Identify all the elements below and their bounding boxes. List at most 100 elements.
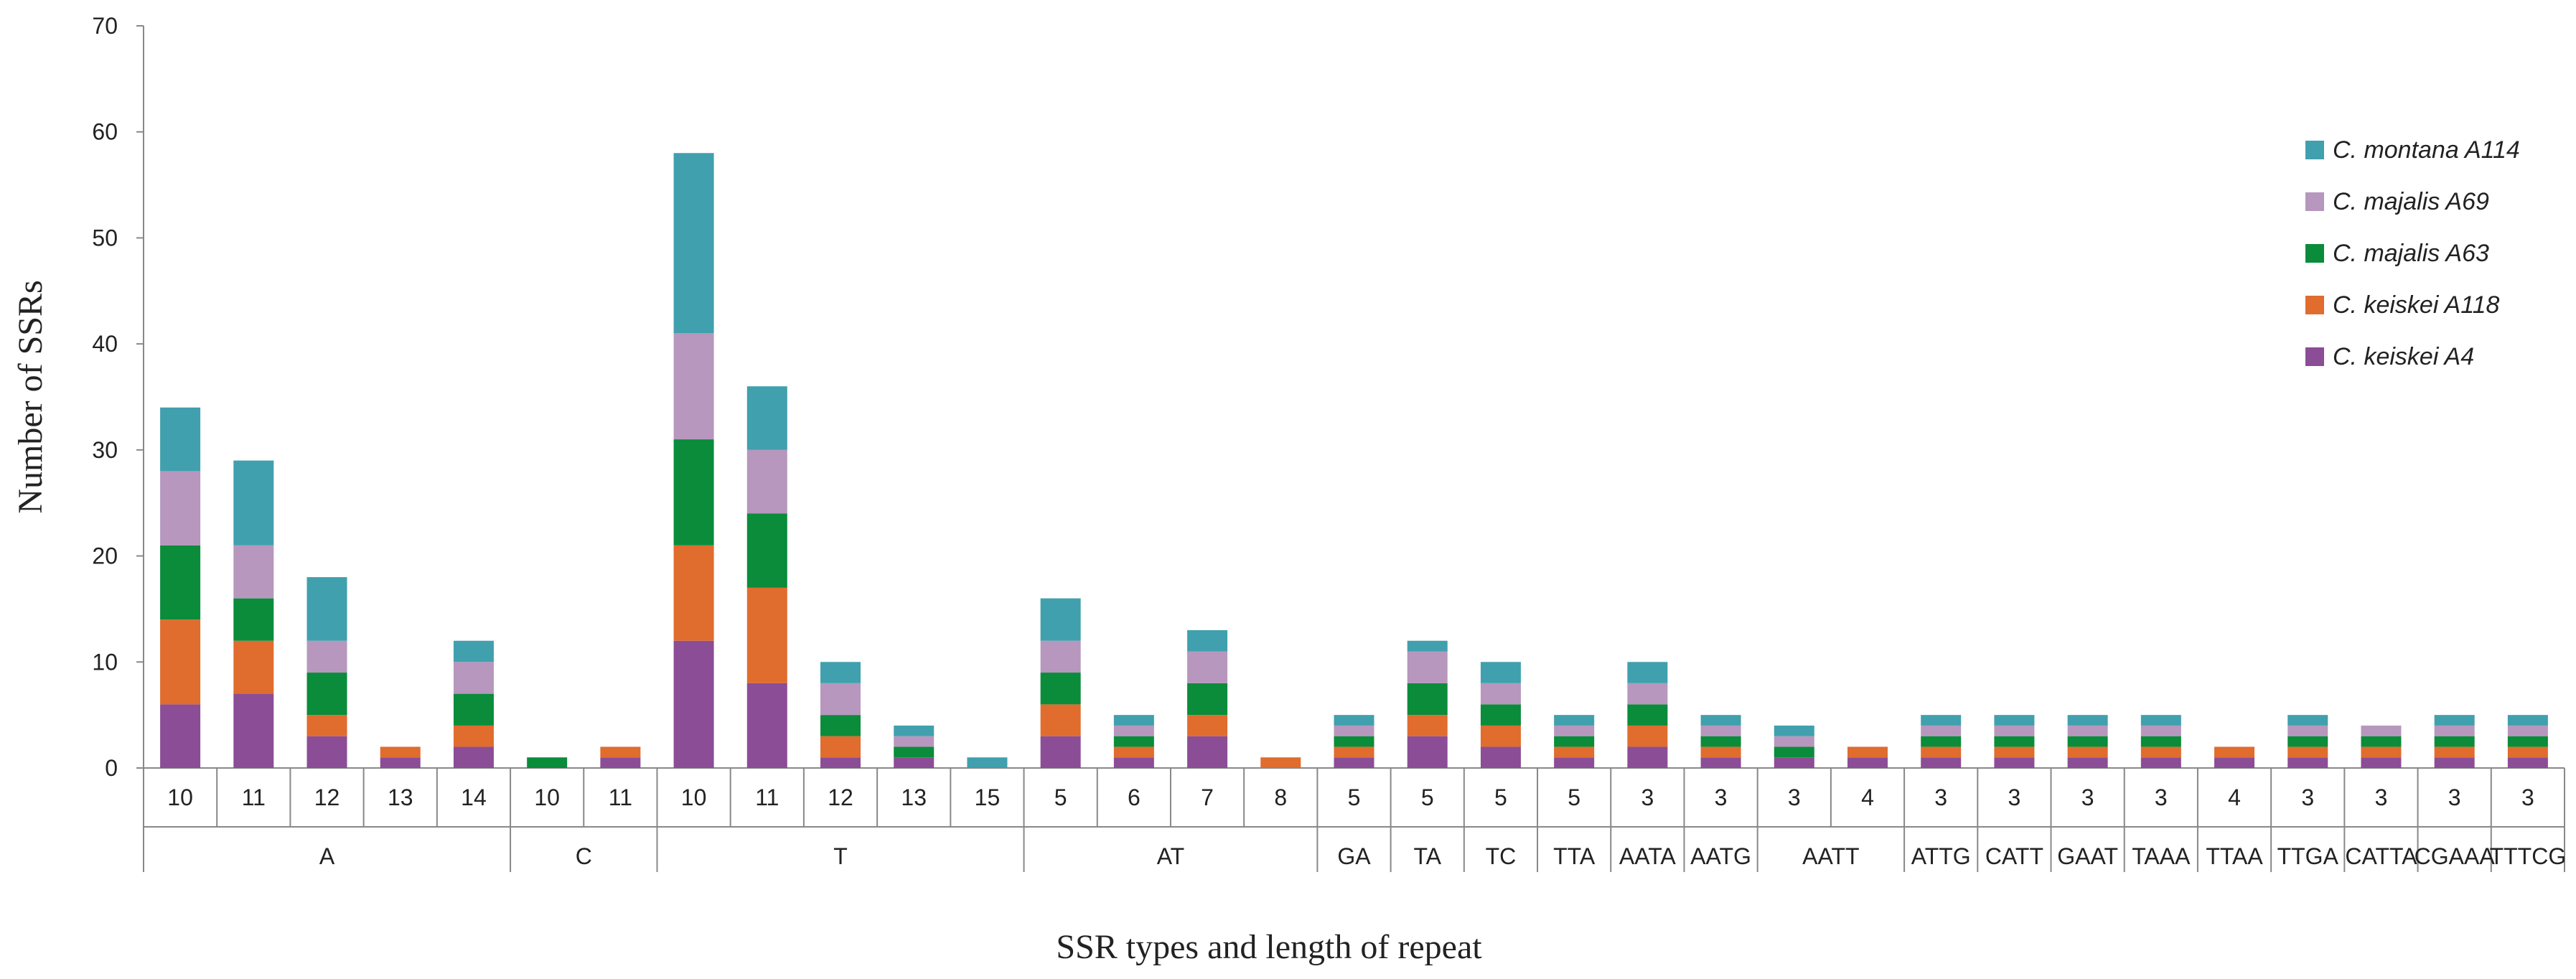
bar-segment xyxy=(820,683,861,716)
y-tick-label: 0 xyxy=(105,755,118,781)
bar-segment xyxy=(2287,725,2328,736)
bar-segment xyxy=(1407,715,1448,736)
y-tick-label: 70 xyxy=(92,13,118,39)
x-tick-label: 3 xyxy=(1788,784,1801,810)
bar-segment xyxy=(1187,651,1228,683)
bar-segment xyxy=(306,640,347,673)
group-label: CATT xyxy=(1985,843,2043,869)
bar-segment xyxy=(527,757,568,768)
bar-segment xyxy=(233,640,274,694)
bar-segment xyxy=(2507,725,2548,736)
bar-segment xyxy=(1921,746,1962,758)
x-tick-label: 3 xyxy=(1715,784,1728,810)
bar-segment xyxy=(1994,746,2035,758)
bar-segment xyxy=(1040,673,1081,705)
x-tick-label: 13 xyxy=(901,784,927,810)
x-tick-label: 3 xyxy=(2008,784,2021,810)
bar-segment xyxy=(894,725,935,736)
bar-segment xyxy=(1407,736,1448,768)
bar-segment xyxy=(673,333,714,440)
x-tick-label: 11 xyxy=(755,784,779,810)
x-tick-label: 5 xyxy=(1348,784,1361,810)
bar-segment xyxy=(2361,736,2402,747)
bar-segment xyxy=(1554,757,1595,768)
bar-segment xyxy=(2507,746,2548,758)
bar-segment xyxy=(894,757,935,768)
y-tick-label: 10 xyxy=(92,649,118,675)
bar-segment xyxy=(453,662,494,694)
bar-segment xyxy=(160,545,201,620)
bar-segment xyxy=(2507,736,2548,747)
x-tick-label: 3 xyxy=(2081,784,2094,810)
x-tick-label: 4 xyxy=(2228,784,2241,810)
bar-segment xyxy=(746,386,787,450)
x-tick-label: 3 xyxy=(1641,784,1654,810)
bar-segment xyxy=(1774,757,1814,768)
bar-segment xyxy=(1334,746,1374,758)
bar-segment xyxy=(160,704,201,768)
bar-segment xyxy=(2067,757,2108,768)
legend-label: C. majalis A69 xyxy=(2333,188,2489,215)
y-axis-title: Number of SSRs xyxy=(11,280,50,513)
bar-segment xyxy=(1774,725,1814,736)
bar-segment xyxy=(233,598,274,641)
bar-segment xyxy=(1994,736,2035,747)
bar-segment xyxy=(1480,683,1521,705)
bar-segment xyxy=(1040,736,1081,768)
bar-segment xyxy=(1994,725,2035,736)
legend-swatch xyxy=(2305,192,2324,211)
group-label: T xyxy=(833,843,848,869)
group-label: GAAT xyxy=(2057,843,2118,869)
x-tick-label: 11 xyxy=(242,784,266,810)
x-tick-label: 13 xyxy=(388,784,413,810)
bar-segment xyxy=(894,736,935,747)
bar-segment xyxy=(380,757,421,768)
bar-segment xyxy=(1627,704,1668,726)
bar-segment xyxy=(600,746,641,758)
bar-segment xyxy=(2214,757,2255,768)
bar-segment xyxy=(820,736,861,758)
group-label: A xyxy=(319,843,335,869)
bar-segment xyxy=(306,577,347,641)
x-tick-label: 4 xyxy=(1861,784,1874,810)
x-tick-label: 5 xyxy=(1054,784,1067,810)
bar-segment xyxy=(1113,736,1154,747)
x-tick-label: 3 xyxy=(2301,784,2314,810)
group-label: C xyxy=(576,843,592,869)
x-tick-label: 12 xyxy=(314,784,340,810)
y-tick-label: 40 xyxy=(92,331,118,357)
bar-segment xyxy=(1334,715,1374,726)
y-tick-label: 20 xyxy=(92,543,118,569)
x-tick-label: 10 xyxy=(167,784,193,810)
x-tick-label: 14 xyxy=(461,784,487,810)
bar-segment xyxy=(1847,757,1888,768)
x-tick-label: 3 xyxy=(2521,784,2534,810)
bar-segment xyxy=(1187,683,1228,716)
bar-segment xyxy=(1847,746,1888,758)
bar-segment xyxy=(673,439,714,545)
bar-segment xyxy=(233,693,274,768)
bar-segment xyxy=(1554,746,1595,758)
group-label: CGAAA xyxy=(2415,843,2496,869)
bar-segment xyxy=(1921,757,1962,768)
bar-segment xyxy=(673,545,714,641)
x-tick-label: 3 xyxy=(1934,784,1947,810)
bar-segment xyxy=(1407,640,1448,652)
legend-label: C. keiskei A118 xyxy=(2333,291,2500,319)
x-tick-label: 5 xyxy=(1421,784,1434,810)
bar-segment xyxy=(673,153,714,334)
bar-segment xyxy=(1700,725,1741,736)
x-tick-label: 12 xyxy=(828,784,853,810)
group-label: AATT xyxy=(1802,843,1859,869)
bar-segment xyxy=(453,693,494,726)
bar-segment xyxy=(1921,715,1962,726)
bar-segment xyxy=(2507,757,2548,768)
bar-segment xyxy=(820,715,861,736)
bar-segment xyxy=(2434,757,2475,768)
legend-label: C. keiskei A4 xyxy=(2333,343,2474,370)
bar-segment xyxy=(2507,715,2548,726)
group-label: TTAA xyxy=(2206,843,2263,869)
bar-segment xyxy=(1113,725,1154,736)
x-tick-label: 5 xyxy=(1568,784,1580,810)
